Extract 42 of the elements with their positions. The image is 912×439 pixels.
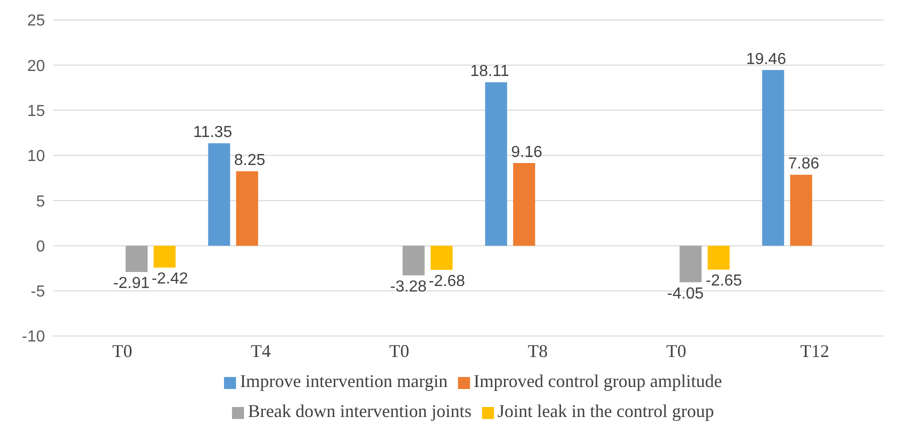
data-label: 11.35 [193,124,232,142]
y-tick-label: 15 [27,102,46,120]
bar [154,246,176,268]
data-label: 18.11 [470,63,510,80]
bar [208,143,230,246]
data-label: -3.28 [390,278,427,296]
legend-label: Improve intervention margin [240,371,448,391]
bar [485,82,508,246]
y-tick-label: 5 [36,193,46,210]
data-label: 8.25 [234,152,266,170]
bar [762,70,784,246]
x-tick-label: T0 [112,340,132,361]
y-tick-label: 0 [36,238,46,256]
x-tick-label: T12 [800,340,830,361]
data-label: -4.05 [667,285,704,302]
bar [430,246,453,270]
bar [236,171,258,246]
bar [708,246,730,270]
bar [126,246,148,272]
data-label: 7.86 [788,156,820,173]
bar [513,163,536,246]
bar [402,246,425,276]
bar [680,246,702,282]
data-label: -2.91 [113,274,150,292]
legend-label: Improved control group amplitude [474,371,722,391]
legend-label: Joint leak in the control group [498,401,714,421]
data-label: 19.46 [746,51,786,68]
x-tick-label: T4 [250,340,271,361]
y-tick-label: 20 [27,58,46,75]
x-tick-label: T0 [666,340,686,361]
data-label: -2.42 [152,270,188,288]
bar [790,174,812,246]
x-tick-label: T0 [389,340,410,361]
data-label: -2.68 [428,272,466,290]
y-tick-label: 10 [27,148,46,166]
data-label: -2.65 [706,272,742,290]
x-tick-label: T8 [528,340,548,361]
y-tick-label: -10 [22,328,46,346]
y-tick-label: -5 [30,284,46,301]
data-label: 9.16 [511,144,542,162]
legend-label: Break down intervention joints [248,401,472,421]
y-tick-label: 25 [27,12,46,30]
